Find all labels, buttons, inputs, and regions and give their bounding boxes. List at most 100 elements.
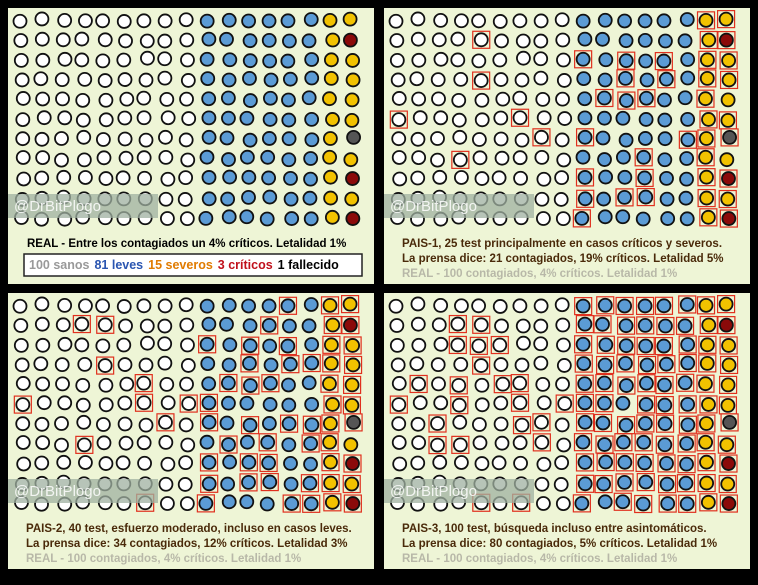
person (157, 51, 173, 67)
person (263, 90, 278, 106)
person (54, 437, 69, 453)
person (199, 51, 215, 67)
person (239, 209, 255, 225)
person (136, 150, 152, 166)
test-box (323, 315, 342, 335)
person (533, 51, 549, 67)
text-band (8, 521, 374, 569)
person (263, 357, 279, 373)
person (720, 113, 736, 128)
person (345, 456, 360, 471)
test-box (323, 493, 342, 512)
person (679, 297, 695, 312)
person (493, 131, 509, 147)
person (577, 110, 593, 126)
test-box (697, 453, 716, 472)
person (117, 131, 133, 147)
person (657, 112, 673, 128)
test-box (718, 189, 737, 209)
person (700, 494, 716, 510)
watermark: @DrBitPlogo (390, 483, 477, 500)
person (119, 91, 135, 107)
person (575, 434, 591, 450)
person (453, 356, 469, 372)
person (180, 152, 196, 168)
person (618, 70, 633, 86)
person (322, 12, 338, 28)
person (36, 395, 52, 411)
person (303, 436, 319, 451)
person (221, 110, 236, 126)
person (303, 297, 319, 312)
person (118, 33, 133, 49)
person (262, 189, 278, 205)
test-box (697, 168, 716, 187)
person (451, 92, 467, 108)
person (159, 91, 175, 107)
person (533, 33, 549, 49)
person (636, 149, 652, 165)
test-box (302, 415, 321, 434)
person (700, 337, 715, 353)
person (241, 169, 257, 185)
test-box (595, 394, 614, 413)
legend-frame (23, 253, 363, 277)
test-box (96, 315, 115, 334)
person (536, 395, 552, 411)
person (677, 375, 693, 391)
person (431, 376, 446, 392)
person (698, 434, 714, 450)
person (15, 435, 31, 450)
person (556, 437, 572, 453)
person (556, 152, 572, 168)
person (284, 211, 300, 226)
person (450, 52, 466, 68)
person (657, 377, 672, 393)
test-box (555, 394, 574, 413)
person (638, 397, 654, 412)
person (410, 31, 426, 47)
person (304, 52, 320, 67)
person (431, 32, 447, 48)
test-box (320, 433, 339, 452)
person (34, 416, 50, 432)
test-box (635, 168, 654, 188)
text-band (384, 521, 750, 569)
person (554, 417, 570, 433)
person (284, 496, 300, 511)
person (221, 437, 236, 452)
test-box (719, 355, 739, 375)
test-box (322, 335, 341, 354)
person (512, 13, 528, 29)
person (680, 70, 696, 86)
test-box (281, 355, 300, 374)
person (699, 355, 715, 371)
person (574, 210, 590, 226)
person (57, 110, 73, 126)
person (412, 395, 428, 411)
test-box (699, 315, 718, 335)
test-box (636, 336, 655, 356)
person (322, 149, 338, 165)
person (259, 211, 275, 227)
test-box (472, 356, 491, 375)
test-box (634, 494, 653, 514)
person (14, 357, 30, 373)
test-box (697, 188, 716, 208)
test-box (615, 188, 634, 207)
watermark-band (8, 479, 158, 503)
legend-entry: 3 críticos (218, 258, 273, 272)
person (242, 33, 258, 49)
person (679, 12, 695, 27)
person (533, 70, 549, 86)
person (35, 376, 51, 392)
person (15, 112, 31, 127)
real-note: REAL - 100 contagiados, 4% críticos. Let… (26, 553, 301, 565)
person (242, 355, 257, 371)
test-box (636, 414, 655, 433)
person (158, 414, 173, 430)
person (512, 110, 528, 126)
person (95, 298, 111, 314)
person (303, 211, 319, 227)
test-box (696, 148, 715, 167)
